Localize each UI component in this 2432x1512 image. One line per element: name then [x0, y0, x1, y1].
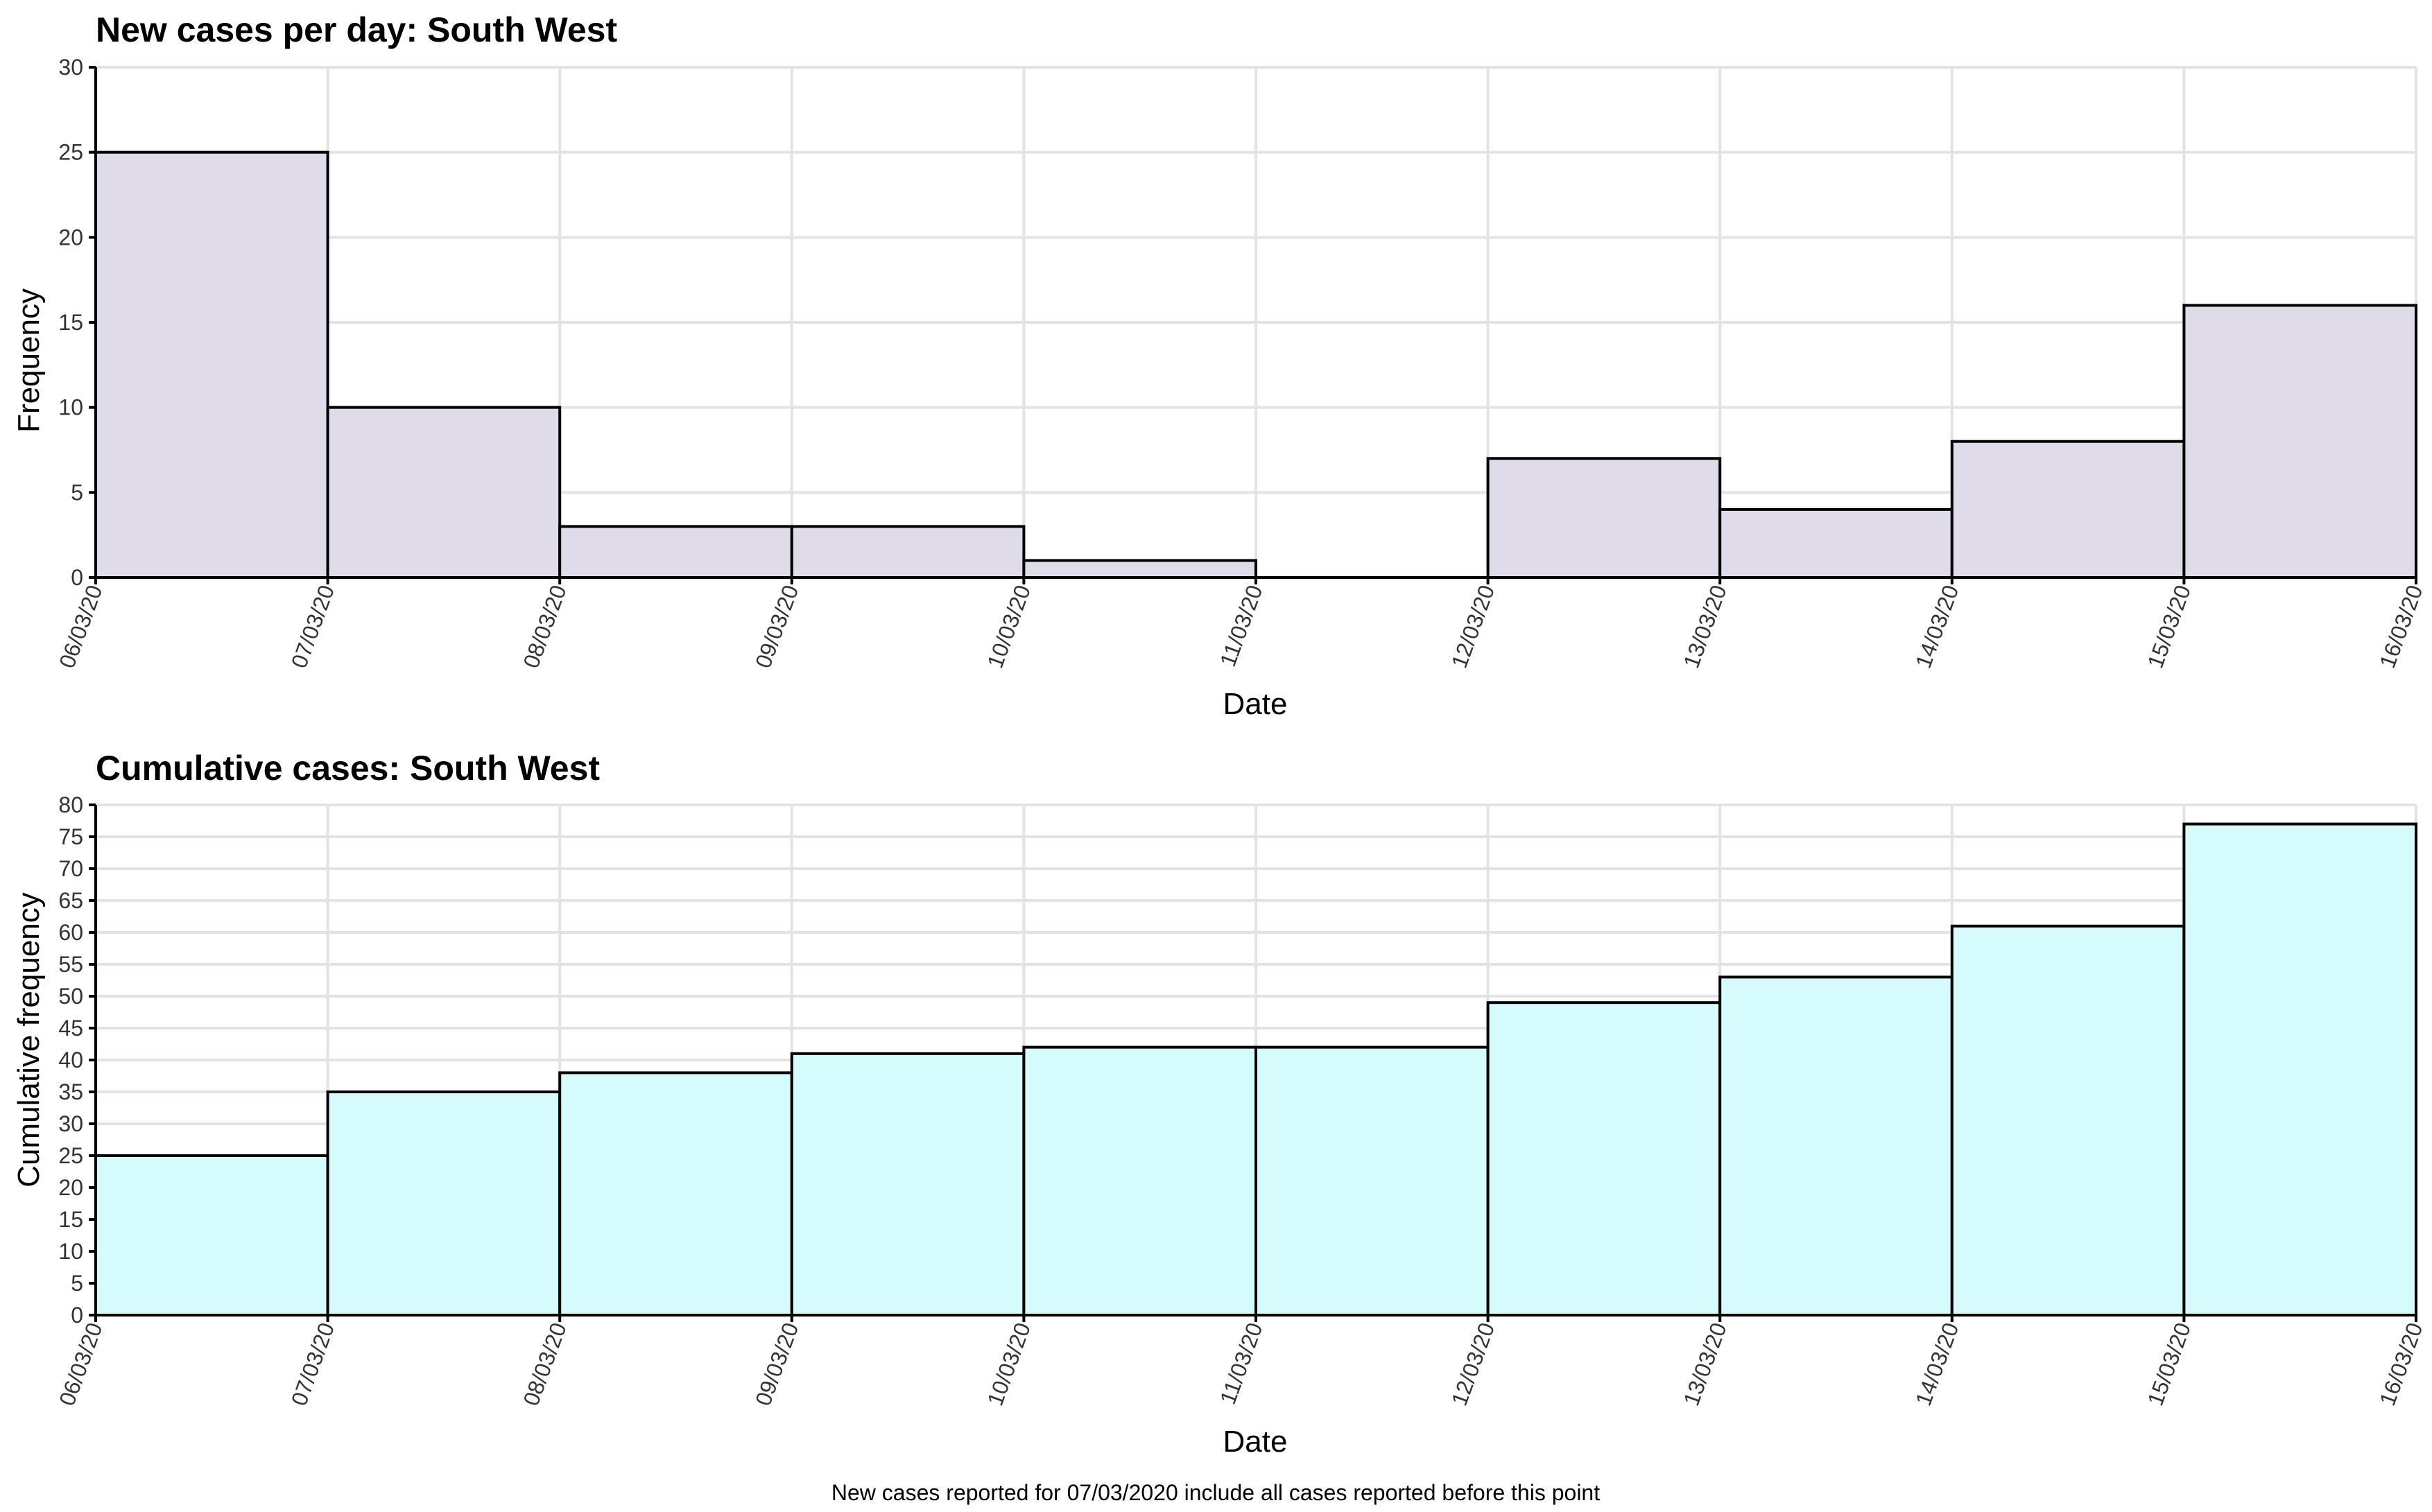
histogram-bar: [1254, 1045, 1490, 1317]
histogram-bar: [1486, 1001, 1722, 1317]
y-tick-label: 65: [58, 888, 83, 913]
x-tick-label: 08/03/20: [518, 1319, 571, 1409]
x-tick-label: 08/03/20: [518, 582, 571, 671]
histogram-bar: [558, 1071, 793, 1317]
y-tick-label: 35: [58, 1079, 83, 1104]
y-tick-label: 25: [58, 1143, 83, 1168]
histogram-bar: [326, 406, 562, 580]
y-tick-label: 40: [58, 1048, 83, 1072]
x-tick-label: 09/03/20: [750, 1319, 803, 1409]
histogram-bar: [326, 1090, 562, 1317]
histogram-bar: [558, 525, 793, 580]
histogram-bar: [1950, 924, 2186, 1317]
x-tick-label: 11/03/20: [1215, 1319, 1268, 1407]
x-tick-label: 10/03/20: [983, 1319, 1035, 1409]
histogram-bar: [1486, 457, 1722, 579]
y-tick-label: 15: [58, 1207, 83, 1232]
y-tick-label: 45: [58, 1016, 83, 1041]
x-tick-label: 10/03/20: [983, 582, 1035, 671]
histogram-bar: [94, 150, 329, 579]
y-tick-label: 10: [58, 395, 83, 420]
footnote-caption: New cases reported for 07/03/2020 includ…: [831, 1480, 1600, 1505]
x-tick-label: 15/03/20: [2143, 1319, 2196, 1409]
x-tick-label: 13/03/20: [1678, 1319, 1731, 1409]
y-tick-label: 30: [58, 1111, 83, 1136]
cumulative-cases-panel: Cumulative cases: South West Cumulative …: [12, 749, 2428, 1459]
x-tick-label: 07/03/20: [286, 582, 339, 671]
x-tick-label: 14/03/20: [1911, 582, 1963, 671]
x-axis-title: Date: [1223, 1425, 1288, 1459]
y-tick-label: 75: [58, 824, 83, 849]
histogram-bar: [790, 1052, 1026, 1317]
x-tick-label: 16/03/20: [2374, 1319, 2427, 1409]
x-tick-label: 06/03/20: [54, 1319, 107, 1409]
y-tick-label: 25: [58, 140, 83, 165]
y-tick-label: 70: [58, 856, 83, 881]
y-axis-title: Frequency: [12, 288, 46, 433]
x-tick-label: 16/03/20: [2374, 582, 2427, 671]
x-tick-label: 09/03/20: [750, 582, 803, 671]
histogram-bar: [1718, 975, 1954, 1317]
histogram-bar: [94, 1154, 329, 1317]
x-tick-label: 15/03/20: [2143, 582, 2196, 671]
y-tick-label: 55: [58, 952, 83, 977]
histogram-bar: [1950, 440, 2186, 579]
x-tick-label: 12/03/20: [1447, 582, 1499, 671]
x-tick-label: 07/03/20: [286, 1319, 339, 1409]
x-tick-label: 06/03/20: [54, 582, 107, 671]
y-tick-label: 0: [71, 1303, 83, 1328]
histogram-bar: [1022, 559, 1258, 580]
chart-title: New cases per day: South West: [96, 10, 617, 49]
y-tick-label: 5: [71, 480, 83, 505]
y-tick-label: 15: [58, 310, 83, 335]
histogram-bar: [790, 525, 1026, 580]
new-cases-panel: New cases per day: South West Frequency …: [12, 10, 2428, 721]
y-tick-label: 20: [58, 1175, 83, 1200]
histogram-bar: [2182, 304, 2417, 579]
y-axis-title: Cumulative frequency: [12, 892, 46, 1188]
x-axis-title: Date: [1223, 687, 1288, 721]
x-tick-label: 11/03/20: [1215, 582, 1268, 670]
y-tick-label: 80: [58, 792, 83, 817]
x-tick-label: 12/03/20: [1447, 1319, 1499, 1409]
y-tick-label: 5: [71, 1271, 83, 1296]
y-tick-label: 10: [58, 1239, 83, 1264]
x-tick-label: 14/03/20: [1911, 1319, 1963, 1409]
histogram-bar: [1718, 507, 1954, 579]
y-tick-label: 30: [58, 55, 83, 80]
histogram-bar: [1022, 1045, 1258, 1317]
x-tick-label: 13/03/20: [1678, 582, 1731, 671]
histogram-bar: [2182, 822, 2417, 1317]
y-tick-label: 50: [58, 984, 83, 1009]
chart-title: Cumulative cases: South West: [96, 749, 600, 788]
y-tick-label: 20: [58, 225, 83, 250]
y-tick-label: 60: [58, 920, 83, 945]
y-tick-label: 0: [71, 565, 83, 590]
